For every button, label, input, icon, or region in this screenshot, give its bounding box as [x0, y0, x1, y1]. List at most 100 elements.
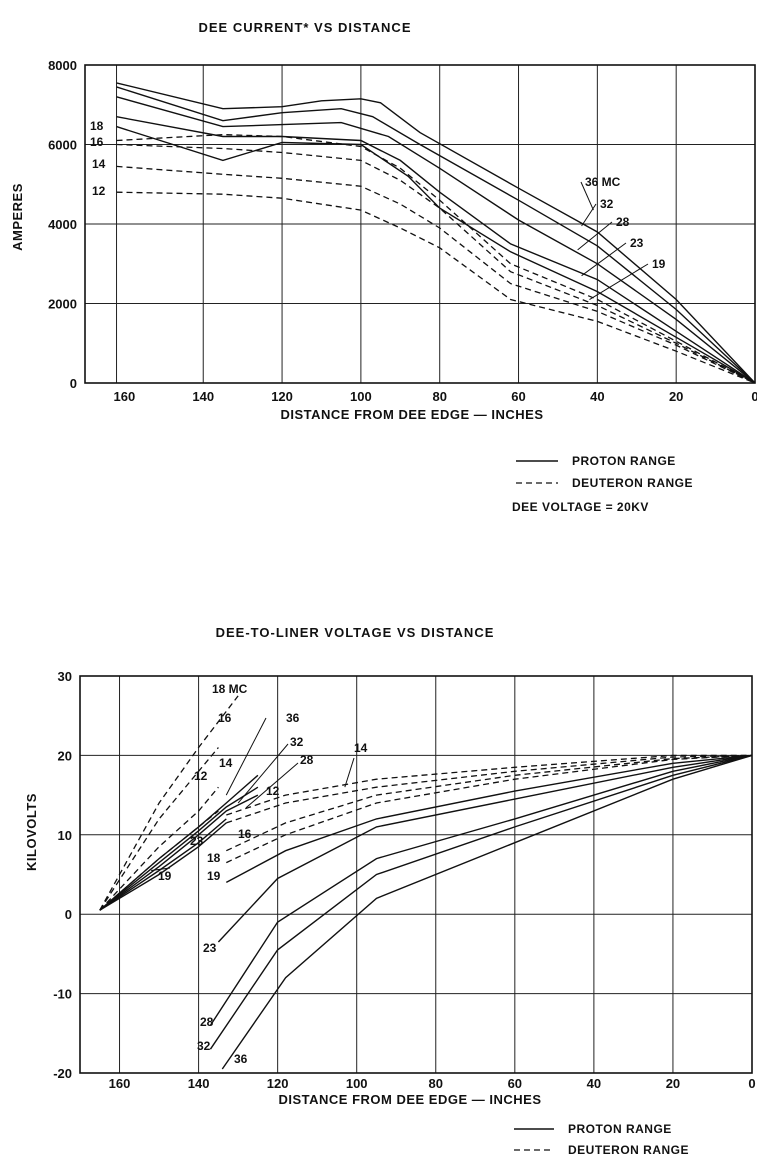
chart2-legend-proton: PROTON RANGE [568, 1122, 672, 1136]
chart2-x-axis-label: DISTANCE FROM DEE EDGE — INCHES [278, 1092, 541, 1107]
curve-label: 19 [158, 869, 172, 883]
curve-label: 23 [190, 834, 204, 848]
curve-label-leader [237, 743, 289, 804]
x-tick-label: 80 [429, 1076, 443, 1091]
curve-label: 36 MC [585, 175, 621, 189]
series-line [99, 747, 219, 911]
x-tick-label: 140 [188, 1076, 210, 1091]
curve-label: 16 [90, 135, 104, 149]
curve-label: 19 [652, 257, 666, 271]
series-line [209, 754, 753, 1026]
curve-label: 32 [600, 197, 614, 211]
chart1-series [116, 82, 756, 384]
curve-label: 18 MC [212, 682, 248, 696]
series-line [209, 754, 753, 1050]
x-tick-label: 0 [748, 1076, 755, 1091]
series-line [99, 818, 227, 911]
curve-label: 14 [219, 756, 233, 770]
series-line [116, 125, 756, 384]
curve-label: 32 [290, 735, 304, 749]
curve-label: 12 [194, 769, 208, 783]
curve-label: 12 [266, 784, 280, 798]
y-tick-label: 4000 [48, 217, 77, 232]
x-tick-label: 100 [346, 1076, 368, 1091]
curve-label: 32 [197, 1039, 211, 1053]
y-tick-label: 30 [58, 669, 72, 684]
series-line [116, 96, 756, 384]
series-line [99, 794, 259, 911]
series-line [116, 116, 756, 384]
series-line [99, 774, 259, 911]
x-tick-label: 60 [508, 1076, 522, 1091]
curve-label-leader [589, 263, 649, 300]
curve-label: 18 [90, 119, 104, 133]
y-tick-label: 6000 [48, 138, 77, 153]
x-tick-label: 140 [192, 389, 214, 404]
x-tick-label: 20 [666, 1076, 680, 1091]
x-tick-label: 160 [109, 1076, 131, 1091]
series-line [116, 165, 756, 384]
curve-label: 28 [300, 753, 314, 767]
chart1-title: DEE CURRENT* VS DISTANCE [198, 20, 411, 35]
curve-label: 36 [286, 711, 300, 725]
chart1-x-axis-label: DISTANCE FROM DEE EDGE — INCHES [280, 407, 543, 422]
chart1-legend: PROTON RANGE DEUTERON RANGE DEE VOLTAGE … [512, 454, 693, 514]
x-tick-label: 160 [114, 389, 136, 404]
x-tick-label: 40 [587, 1076, 601, 1091]
curve-label: 16 [238, 827, 252, 841]
curve-label: 14 [354, 741, 368, 755]
curve-label: 23 [203, 941, 217, 955]
series-line [99, 695, 239, 911]
x-tick-label: 20 [669, 389, 683, 404]
series-line [226, 754, 753, 824]
curve-label: 19 [207, 869, 221, 883]
curve-label: 18 [207, 851, 221, 865]
curve-label-leader [344, 757, 355, 788]
curve-label: 28 [200, 1015, 214, 1029]
y-tick-label: 0 [70, 376, 77, 391]
chart2-frame [79, 675, 753, 1074]
series-line [116, 191, 756, 384]
chart2-series [99, 695, 753, 1070]
y-tick-label: 8000 [48, 58, 77, 73]
x-tick-label: 120 [271, 389, 293, 404]
curve-label: 36 [234, 1052, 248, 1066]
y-tick-label: 20 [58, 748, 72, 763]
curve-label: 14 [92, 157, 106, 171]
curve-label-leader [577, 221, 613, 251]
x-tick-label: 120 [267, 1076, 289, 1091]
series-line [226, 754, 753, 864]
chart2-grid [80, 675, 753, 1074]
series-line [225, 754, 753, 884]
curve-label-leader [225, 717, 267, 796]
y-tick-label: 10 [58, 828, 72, 843]
curve-label-leader [151, 867, 171, 872]
series-line [221, 754, 753, 1070]
series-line [116, 143, 756, 384]
series-line [226, 754, 752, 816]
curve-label: 16 [218, 711, 232, 725]
series-line [226, 754, 753, 852]
series-line [116, 133, 756, 384]
series-line [99, 786, 259, 911]
chart1-frame [84, 64, 756, 384]
x-tick-label: 40 [590, 389, 604, 404]
curve-label-leader [581, 203, 597, 227]
series-line [217, 754, 753, 943]
curve-label: 28 [616, 215, 630, 229]
y-tick-label: 2000 [48, 297, 77, 312]
chart1-note-dee-voltage: DEE VOLTAGE = 20KV [512, 500, 649, 514]
series-line [116, 82, 756, 384]
chart2-curve-labels: 18 MC 16 14 12 36 32 28 14 12 16 18 19 23 19 23 28 32 36 [151, 682, 368, 1066]
curve-label-leader [580, 181, 594, 211]
chart2-title: DEE-TO-LINER VOLTAGE VS DISTANCE [216, 625, 495, 640]
curve-label: 23 [630, 236, 644, 250]
x-tick-label: 80 [432, 389, 446, 404]
x-tick-label: 60 [511, 389, 525, 404]
chart1-y-axis-label: AMPERES [10, 183, 25, 251]
y-tick-label: 0 [65, 907, 72, 922]
